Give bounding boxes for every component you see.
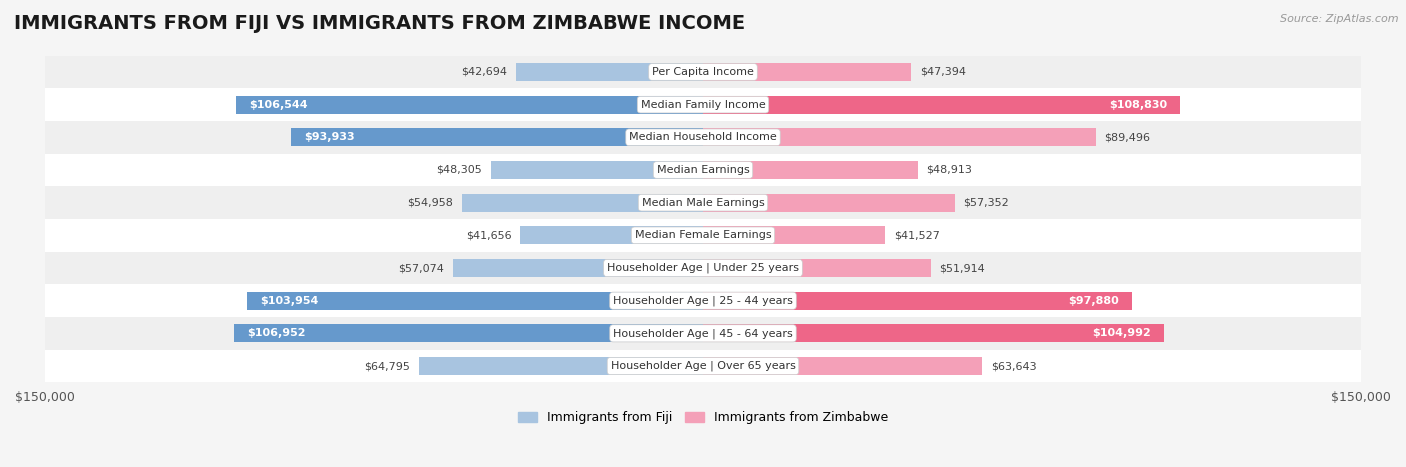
- Text: Median Household Income: Median Household Income: [628, 132, 778, 142]
- Bar: [45, 317, 1361, 350]
- Text: $97,880: $97,880: [1069, 296, 1119, 306]
- Text: Source: ZipAtlas.com: Source: ZipAtlas.com: [1281, 14, 1399, 24]
- Bar: [463, 194, 703, 212]
- Bar: [453, 259, 703, 277]
- Bar: [45, 186, 1361, 219]
- Text: $57,074: $57,074: [398, 263, 444, 273]
- Bar: [45, 350, 1361, 382]
- Bar: [45, 121, 1361, 154]
- Text: Per Capita Income: Per Capita Income: [652, 67, 754, 77]
- Bar: [703, 96, 1181, 113]
- Legend: Immigrants from Fiji, Immigrants from Zimbabwe: Immigrants from Fiji, Immigrants from Zi…: [513, 406, 893, 429]
- Bar: [703, 292, 1132, 310]
- Bar: [45, 284, 1361, 317]
- Text: $57,352: $57,352: [963, 198, 1010, 208]
- Text: $47,394: $47,394: [920, 67, 966, 77]
- Text: $103,954: $103,954: [260, 296, 319, 306]
- Bar: [45, 154, 1361, 186]
- Text: Householder Age | Over 65 years: Householder Age | Over 65 years: [610, 361, 796, 371]
- Bar: [247, 292, 703, 310]
- Text: Householder Age | 25 - 44 years: Householder Age | 25 - 44 years: [613, 296, 793, 306]
- Text: Householder Age | 45 - 64 years: Householder Age | 45 - 64 years: [613, 328, 793, 339]
- Bar: [703, 357, 983, 375]
- Bar: [703, 194, 955, 212]
- Bar: [703, 259, 931, 277]
- Text: $48,305: $48,305: [436, 165, 482, 175]
- Bar: [45, 252, 1361, 284]
- Bar: [45, 88, 1361, 121]
- Bar: [516, 63, 703, 81]
- Bar: [703, 161, 918, 179]
- Text: $93,933: $93,933: [304, 132, 354, 142]
- Text: $108,830: $108,830: [1109, 99, 1167, 110]
- Text: Median Family Income: Median Family Income: [641, 99, 765, 110]
- Bar: [419, 357, 703, 375]
- Text: $48,913: $48,913: [927, 165, 972, 175]
- Bar: [491, 161, 703, 179]
- Text: Median Male Earnings: Median Male Earnings: [641, 198, 765, 208]
- Bar: [703, 63, 911, 81]
- Bar: [291, 128, 703, 146]
- Text: $42,694: $42,694: [461, 67, 508, 77]
- Text: $41,656: $41,656: [465, 230, 512, 241]
- Bar: [703, 325, 1164, 342]
- Text: Median Earnings: Median Earnings: [657, 165, 749, 175]
- Bar: [703, 128, 1095, 146]
- Bar: [520, 226, 703, 244]
- Text: IMMIGRANTS FROM FIJI VS IMMIGRANTS FROM ZIMBABWE INCOME: IMMIGRANTS FROM FIJI VS IMMIGRANTS FROM …: [14, 14, 745, 33]
- Bar: [703, 226, 886, 244]
- Text: $54,958: $54,958: [408, 198, 453, 208]
- Text: $89,496: $89,496: [1104, 132, 1150, 142]
- Text: Householder Age | Under 25 years: Householder Age | Under 25 years: [607, 263, 799, 273]
- Text: $104,992: $104,992: [1091, 328, 1150, 339]
- Text: $106,952: $106,952: [247, 328, 305, 339]
- Text: $51,914: $51,914: [939, 263, 986, 273]
- Bar: [45, 219, 1361, 252]
- Text: $41,527: $41,527: [894, 230, 939, 241]
- Text: $64,795: $64,795: [364, 361, 411, 371]
- Bar: [233, 325, 703, 342]
- Bar: [236, 96, 703, 113]
- Text: Median Female Earnings: Median Female Earnings: [634, 230, 772, 241]
- Bar: [45, 56, 1361, 88]
- Text: $106,544: $106,544: [249, 99, 308, 110]
- Text: $63,643: $63,643: [991, 361, 1036, 371]
